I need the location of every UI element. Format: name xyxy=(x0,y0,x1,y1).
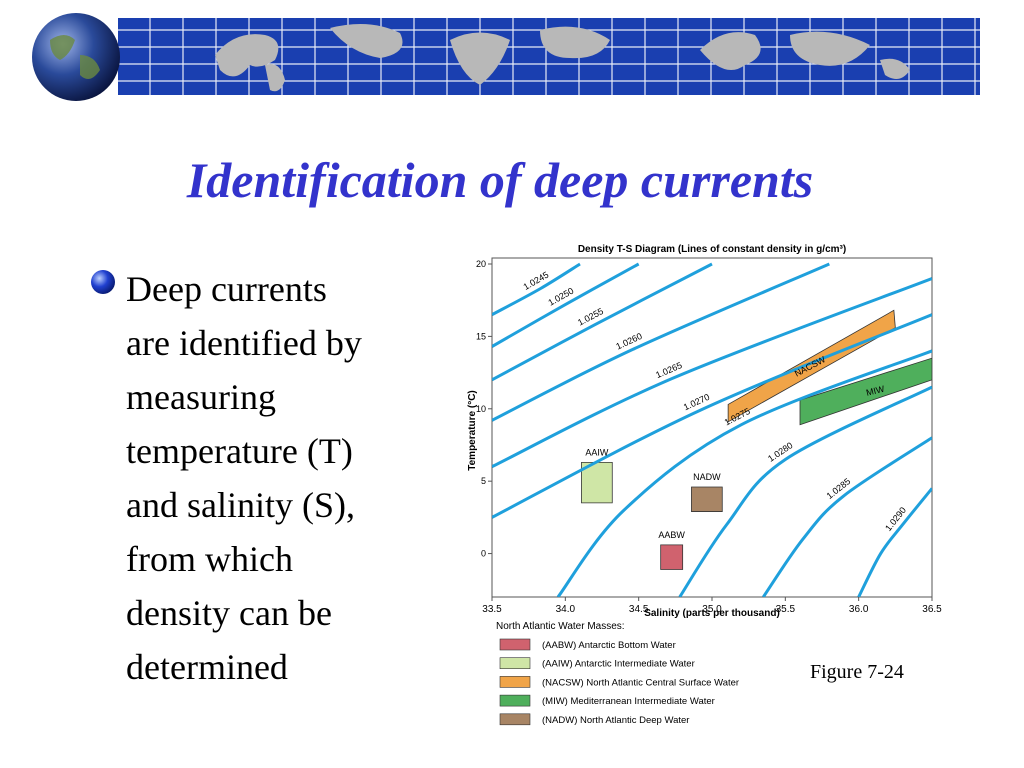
legend-swatch xyxy=(499,694,531,707)
slide-title: Identification of deep currents xyxy=(186,152,813,208)
x-tick-label: 35.0 xyxy=(702,604,722,615)
isopycnal xyxy=(492,262,713,382)
y-tick-label: 5 xyxy=(481,476,486,486)
bullet-line: are identified by xyxy=(126,323,362,363)
water-mass-label: AABW xyxy=(658,530,685,540)
legend-swatch xyxy=(499,638,531,651)
y-tick-label: 10 xyxy=(476,404,486,414)
x-axis-label: Salinity (parts per thousand) xyxy=(644,608,780,619)
water-mass xyxy=(581,461,613,504)
bullet-line: Deep currents xyxy=(126,269,327,309)
isopycnal xyxy=(492,262,640,348)
isopycnal-label: 1.0290 xyxy=(883,505,908,533)
y-axis-label: Temperature (°C) xyxy=(467,390,478,471)
bullet-line: from which xyxy=(126,539,293,579)
figure-caption: Figure 7-24 xyxy=(810,661,904,683)
y-tick-label: 15 xyxy=(476,331,486,341)
plot-area: 1.02451.02501.02551.02601.02651.02701.02… xyxy=(492,262,932,597)
isopycnal xyxy=(492,313,932,519)
water-mass xyxy=(727,309,896,423)
isopycnal-label: 1.0260 xyxy=(614,331,643,352)
x-tick-label: 33.5 xyxy=(482,604,502,615)
x-tick-label: 36.5 xyxy=(922,604,942,615)
isopycnal-label: 1.0255 xyxy=(576,306,605,328)
bullet-line: and salinity (S), xyxy=(126,485,355,525)
isopycnal xyxy=(762,436,932,597)
header-banner xyxy=(32,13,980,101)
legend-swatch xyxy=(499,676,531,688)
legend-swatch xyxy=(499,657,531,670)
y-tick-label: 0 xyxy=(481,549,486,559)
isopycnal-label: 1.0285 xyxy=(825,476,853,501)
legend-entry: (AAIW) Antarctic Intermediate Water xyxy=(542,659,695,670)
isopycnal xyxy=(556,349,932,597)
bullet-icon xyxy=(91,270,115,294)
water-mass xyxy=(691,486,723,512)
legend-entry: (NACSW) North Atlantic Central Surface W… xyxy=(542,677,739,688)
bullet-line: measuring xyxy=(126,377,276,417)
legend-swatch xyxy=(499,713,531,726)
water-mass-label: AAIW xyxy=(585,447,609,457)
water-mass-label: MIW xyxy=(865,384,886,398)
water-mass xyxy=(799,357,932,426)
legend-title: North Atlantic Water Masses: xyxy=(496,621,625,632)
isopycnal xyxy=(678,385,932,597)
isopycnal xyxy=(492,262,581,316)
bullet-line: density can be xyxy=(126,593,332,633)
bullet-line: temperature (T) xyxy=(126,431,353,471)
isopycnal-label: 1.0270 xyxy=(682,392,711,413)
isopycnal xyxy=(492,262,830,422)
x-tick-label: 34.0 xyxy=(556,604,576,615)
isopycnal-label: 1.0280 xyxy=(766,440,794,464)
chart-title: Density T-S Diagram (Lines of constant d… xyxy=(578,244,846,255)
x-tick-label: 34.5 xyxy=(629,604,649,615)
water-mass xyxy=(660,544,684,570)
isopycnal-label: 1.0250 xyxy=(546,286,575,308)
bullet-line: determined xyxy=(126,647,288,687)
isopycnal-label: 1.0245 xyxy=(521,270,550,292)
y-tick-label: 20 xyxy=(476,259,486,269)
legend-entry: (AABW) Antarctic Bottom Water xyxy=(542,640,676,651)
ts-chart: Density T-S Diagram (Lines of constant d… xyxy=(467,244,942,726)
isopycnal xyxy=(857,487,932,597)
legend-entry: (MIW) Mediterranean Intermediate Water xyxy=(542,696,715,707)
bullet-text: Deep currents are identified by measuring t… xyxy=(126,262,446,694)
legend-entry: (NADW) North Atlantic Deep Water xyxy=(542,715,689,726)
isopycnal xyxy=(492,277,932,469)
x-tick-label: 35.5 xyxy=(776,604,796,615)
water-mass-label: NADW xyxy=(693,472,721,482)
x-tick-label: 36.0 xyxy=(849,604,869,615)
